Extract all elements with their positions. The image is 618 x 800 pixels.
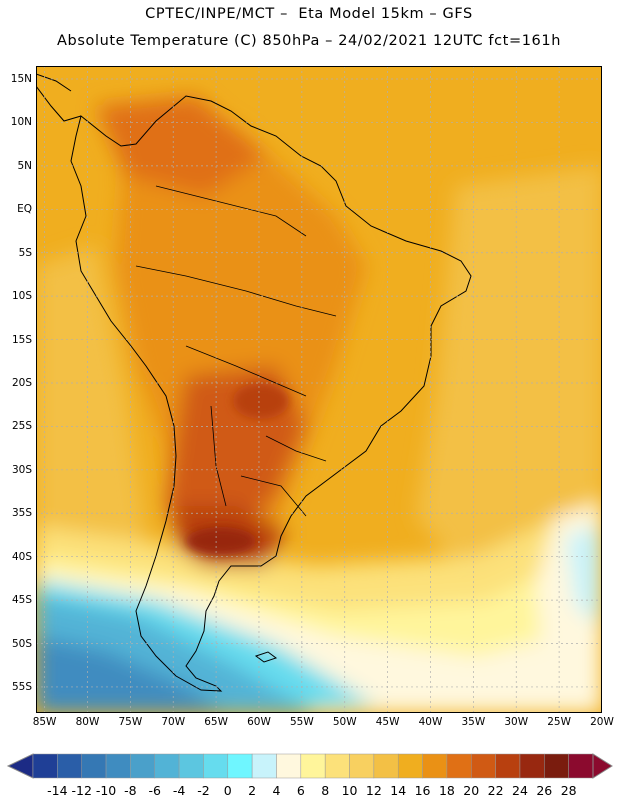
temperature-map [36, 66, 602, 713]
colorbar-tick-label: 28 [560, 783, 577, 798]
title-line-2: Absolute Temperature (C) 850hPa – 24/02/… [57, 33, 561, 49]
field-north-warm [96, 96, 266, 196]
lat-tick-label: 30S [11, 463, 32, 476]
colorbar-tick-label: 16 [414, 783, 431, 798]
lon-tick-label: 40W [418, 716, 443, 728]
colorbar-swatch [495, 753, 521, 779]
central-america-coastline [36, 73, 82, 122]
colorbar-swatch [251, 753, 277, 779]
colorbar-swatch [32, 753, 58, 779]
lon-tick-label: 65W [204, 716, 228, 728]
lon-tick-label: 45W [375, 716, 400, 728]
colorbar-swatch [349, 753, 375, 779]
lat-tick-label: 55S [11, 680, 32, 693]
field-hot-spot-south [186, 527, 256, 555]
colorbar-swatch [544, 753, 569, 779]
colorbar-swatch [227, 753, 253, 779]
colorbar-tick-label: 22 [487, 783, 504, 798]
lon-tick-label: 75W [118, 716, 143, 728]
gridlines [36, 66, 602, 713]
colorbar-tick-label: 20 [463, 783, 480, 798]
lat-tick-label: 5S [18, 246, 32, 259]
colorbar-swatch [519, 753, 545, 779]
colorbar-tick-label: 26 [536, 783, 553, 798]
lon-tick-label: 85W [32, 716, 57, 728]
lat-tick-label: 20S [11, 376, 32, 389]
field-ocean-west [36, 246, 146, 586]
map-border [36, 66, 602, 713]
colorbar-swatch [130, 753, 155, 779]
colorbar-swatch [471, 753, 496, 779]
field-hot-spot [233, 383, 289, 419]
colorbar-tick-label: 2 [248, 783, 257, 798]
lon-tick-label: 55W [289, 716, 314, 728]
lon-tick-label: 70W [161, 716, 186, 728]
field-ocean-east [416, 166, 602, 626]
lat-tick-label: 5N [17, 159, 32, 172]
lat-tick-label: 15S [11, 333, 32, 346]
title-line-1: CPTEC/INPE/MCT – Eta Model 15km – GFS [145, 6, 473, 22]
colorbar-swatch [276, 753, 302, 779]
colorbar-tick-label: 10 [341, 783, 358, 798]
colorbar-tick-label: -14 [47, 783, 68, 798]
colorbar-swatch [154, 753, 180, 779]
colorbar-tick-label: -2 [197, 783, 210, 798]
colorbar [6, 753, 613, 779]
colorbar-under-arrow [6, 753, 34, 779]
colorbar-swatch [178, 753, 204, 779]
lon-tick-label: 30W [504, 716, 529, 728]
lon-tick-label: 80W [75, 716, 100, 728]
lat-tick-label: 50S [11, 637, 32, 650]
lon-tick-label: 60W [247, 716, 271, 728]
colorbar-swatch [422, 753, 448, 779]
lon-tick-label: 50W [332, 716, 357, 728]
lat-tick-label: 25S [11, 420, 32, 433]
lon-tick-label: 25W [547, 716, 571, 728]
lat-tick-label: EQ [17, 203, 32, 216]
colorbar-tick-label: -10 [95, 783, 117, 798]
colorbar-tick-label: -12 [71, 783, 92, 798]
colorbar-swatch [568, 753, 594, 779]
colorbar-over-arrow [592, 753, 613, 779]
lat-tick-label: 45S [11, 594, 32, 607]
field-east-cyan [566, 526, 602, 626]
colorbar-tick-label: 12 [365, 783, 382, 798]
field-deep-blue [36, 636, 226, 713]
colorbar-swatch [397, 753, 423, 779]
lat-tick-label: 15N [10, 73, 32, 86]
colorbar-tick-label: 0 [223, 783, 232, 798]
colorbar-swatch [105, 753, 131, 779]
colorbar-tick-label: 4 [272, 783, 281, 798]
colorbar-swatch [203, 753, 229, 779]
colorbar-tick-label: -4 [172, 783, 186, 798]
colorbar-swatch [324, 753, 350, 779]
lon-tick-label: 35W [461, 716, 486, 728]
lat-tick-label: 35S [11, 507, 32, 520]
colorbar-swatch [373, 753, 399, 779]
colorbar-swatch [446, 753, 472, 779]
colorbar-tick-label: -8 [124, 783, 137, 798]
lat-tick-label: 10S [11, 290, 32, 303]
colorbar-tick-label: -6 [148, 783, 161, 798]
colorbar-tick-label: 6 [296, 783, 305, 798]
lat-tick-label: 10N [10, 116, 32, 129]
colorbar-tick-label: 14 [390, 783, 407, 798]
colorbar-swatch [57, 753, 82, 779]
colorbar-tick-label: 24 [512, 783, 528, 798]
lon-tick-label: 20W [590, 716, 614, 728]
colorbar-swatch [300, 753, 326, 779]
falkland-islands [254, 651, 278, 663]
colorbar-tick-label: 18 [438, 783, 455, 798]
colorbar-swatch [81, 753, 107, 779]
lat-tick-label: 40S [11, 550, 32, 563]
colorbar-tick-label: 8 [321, 783, 330, 798]
